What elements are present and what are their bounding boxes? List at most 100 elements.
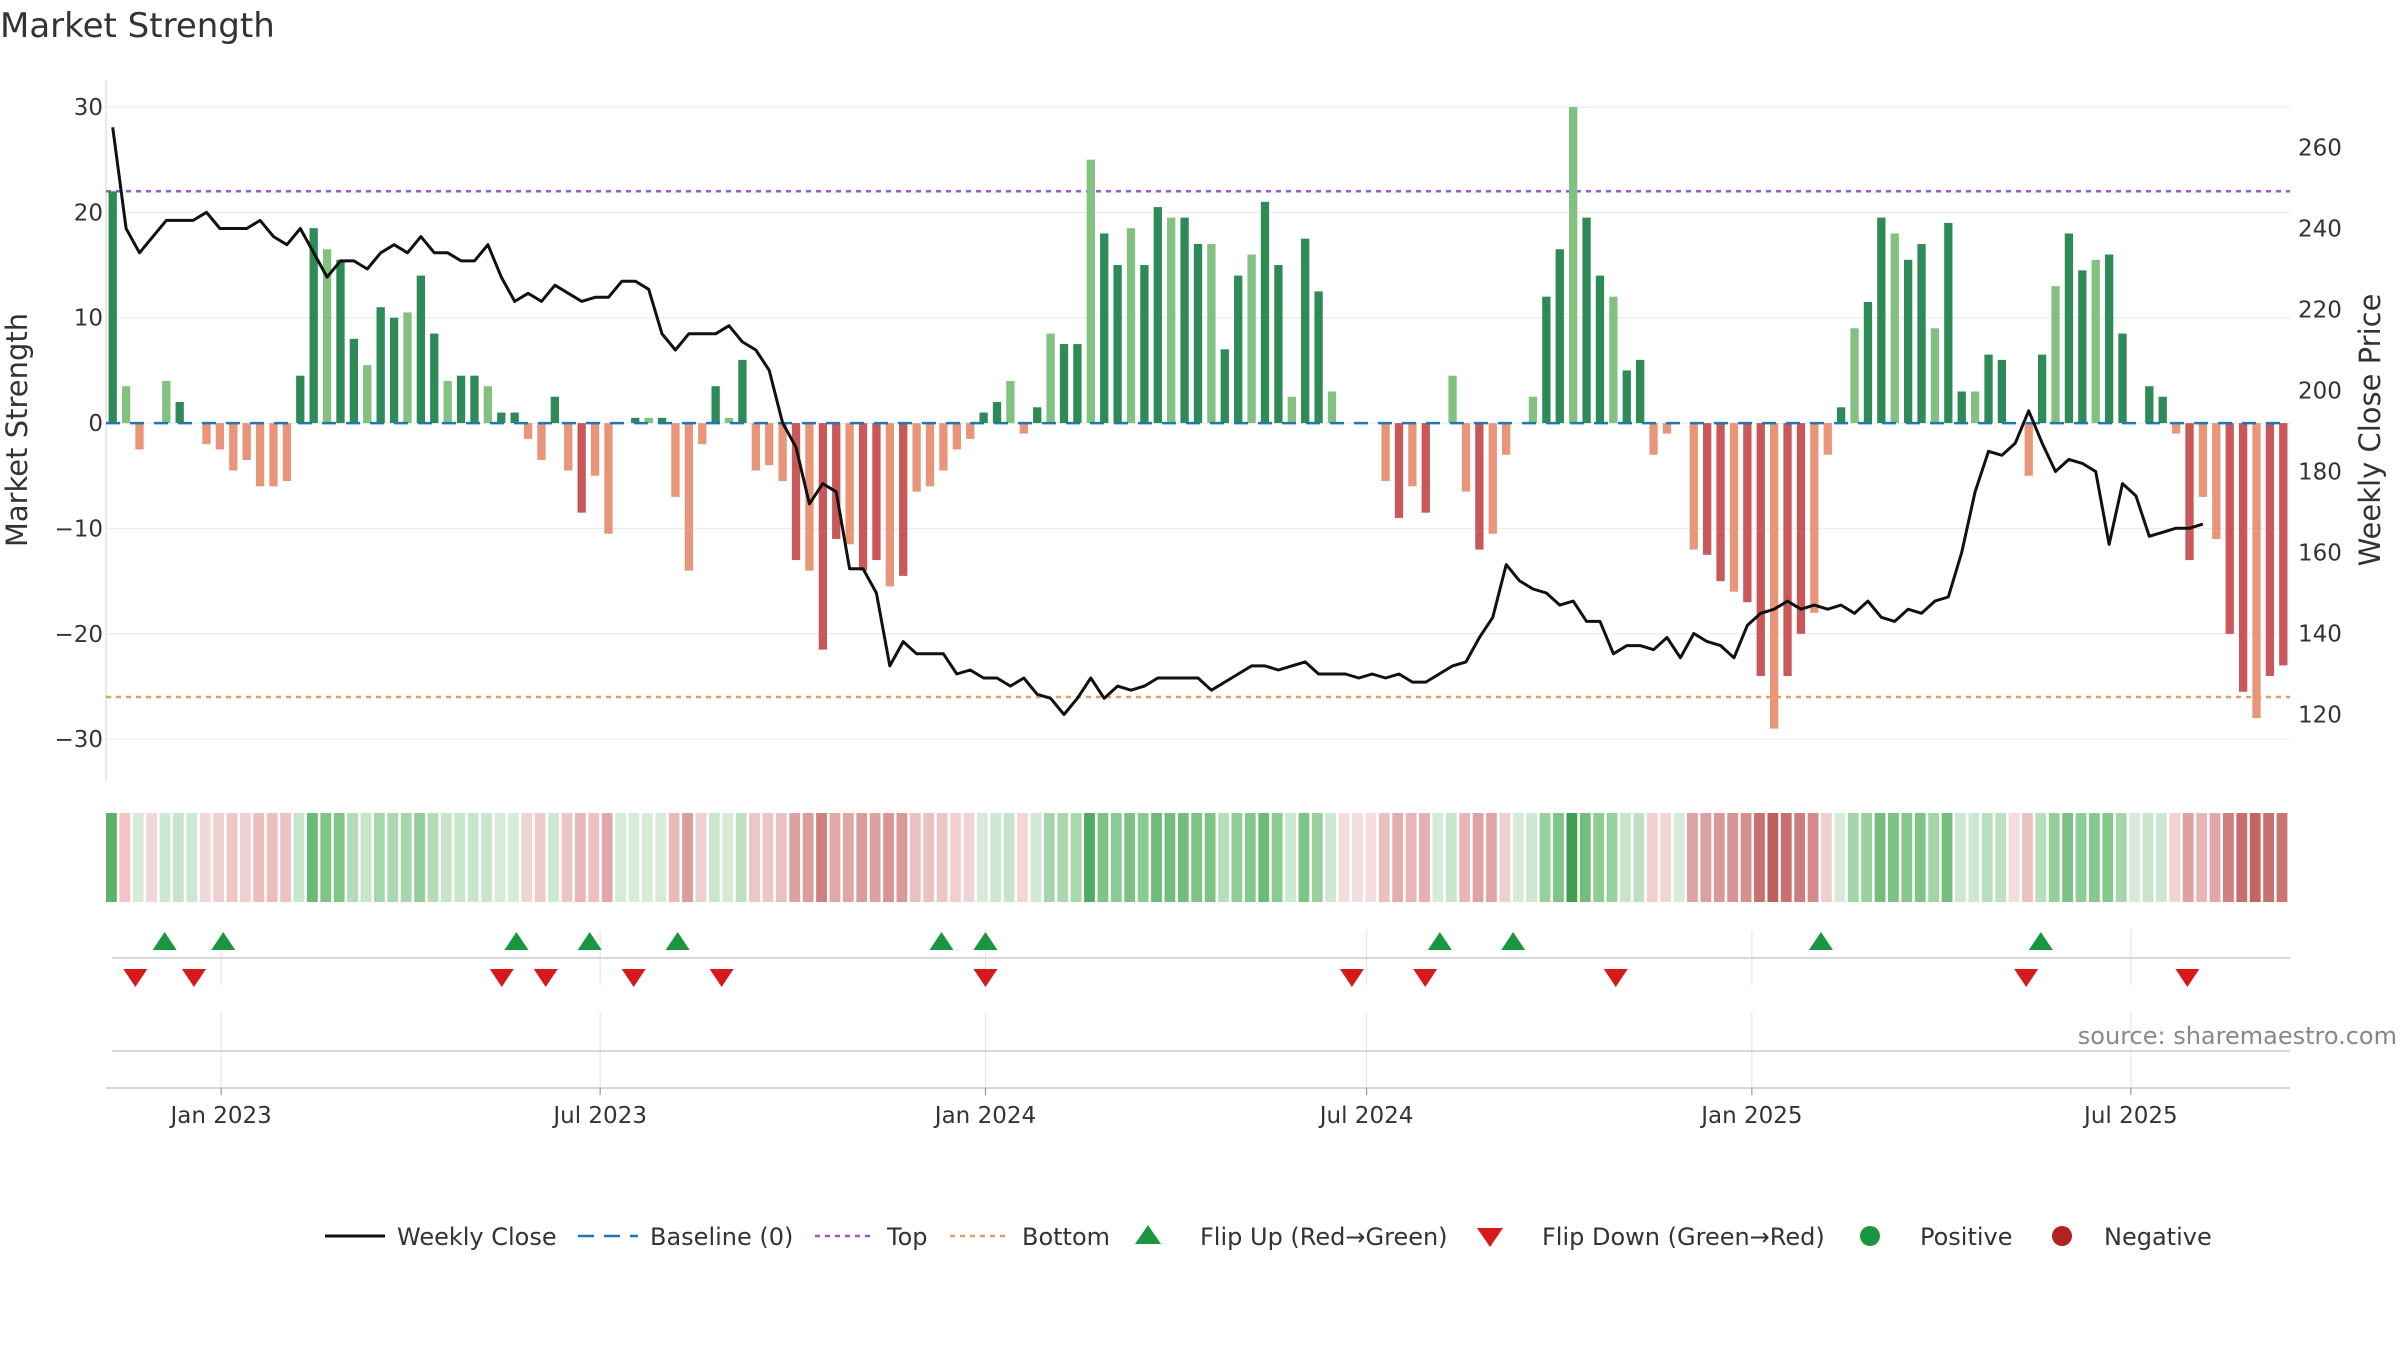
strength-bar	[1408, 423, 1417, 487]
strip-cell	[1124, 813, 1136, 902]
strength-bar	[805, 423, 814, 571]
strip-cell	[909, 813, 921, 902]
source-credit: source: sharemaestro.com	[2077, 1022, 2397, 1050]
strength-bar	[1944, 222, 1953, 424]
strip-cell	[2156, 813, 2167, 902]
x-tick-label: Jul 2025	[2082, 1103, 2178, 1129]
flip-down-marker	[621, 969, 646, 987]
strip-cell	[628, 813, 640, 902]
legend-label: Flip Up (Red→Green)	[1200, 1223, 1448, 1251]
strip-cell	[1512, 813, 1524, 902]
strength-bar	[1702, 423, 1712, 555]
strength-bar	[1850, 328, 1859, 424]
strip-cell	[1539, 813, 1551, 902]
strip-cell	[119, 813, 131, 902]
strip-cell	[641, 813, 653, 902]
strength-bar	[2238, 423, 2248, 692]
strength-bar	[1863, 301, 1873, 424]
strip-cell	[722, 813, 734, 902]
strip-cell	[668, 813, 680, 902]
strength-bar	[1113, 265, 1122, 424]
strip-cell	[494, 813, 506, 902]
strength-bar	[336, 259, 345, 424]
strip-cell	[1204, 813, 1216, 902]
legend-label: Negative	[2104, 1223, 2212, 1251]
strength-bar	[2104, 254, 2114, 424]
strip-cell	[1151, 813, 1162, 902]
strength-bar	[322, 249, 332, 424]
strength-bar	[1314, 291, 1323, 424]
strip-cell	[440, 813, 452, 902]
strip-cell	[454, 813, 466, 902]
flip-down-marker	[1413, 969, 1438, 987]
y2-tick-label: 160	[2298, 541, 2342, 567]
strength-bar	[1528, 396, 1538, 424]
strength-bar	[242, 423, 251, 460]
strength-bar	[1220, 349, 1229, 424]
strength-bar	[966, 423, 975, 439]
strength-bar	[1569, 107, 1578, 424]
y2-tick-label: 260	[2298, 136, 2342, 162]
strength-bar	[376, 307, 385, 424]
strength-bar	[2118, 333, 2127, 424]
strip-cell	[789, 813, 801, 902]
grid	[105, 80, 2290, 780]
strip-cell	[829, 813, 841, 902]
flip-down-marker	[2175, 969, 2200, 987]
flip-up-marker	[1427, 932, 1452, 950]
strength-bar	[1448, 375, 1457, 424]
strength-bar	[1890, 233, 1899, 424]
strip-cell	[1392, 813, 1404, 902]
strength-bar	[912, 423, 921, 492]
strength-bar	[577, 423, 586, 513]
strip-cell	[1459, 813, 1471, 902]
y2-tick-label: 200	[2298, 379, 2342, 405]
strength-bar	[671, 423, 680, 497]
flip-down-marker	[1603, 969, 1628, 987]
legend-label: Positive	[1920, 1223, 2013, 1251]
strip-cell	[2276, 813, 2288, 902]
strip-cell	[1713, 813, 1725, 902]
strip-cell	[2169, 813, 2181, 902]
strength-bar	[698, 423, 707, 445]
strength-bar	[1930, 328, 1940, 424]
strip-cell	[1405, 813, 1417, 902]
strength-bar	[2198, 423, 2208, 497]
strength-bar	[269, 423, 278, 487]
strength-bar	[1100, 233, 1109, 424]
strip-cell	[2048, 813, 2060, 902]
flip-up-marker	[2028, 932, 2053, 950]
strip-cell	[373, 813, 385, 902]
y-tick-label: 10	[74, 306, 103, 332]
strength-bar	[108, 191, 117, 424]
flip-down-marker	[1339, 969, 1364, 987]
strength-bar	[162, 380, 171, 424]
strip-cell	[1874, 813, 1886, 902]
flip-down-marker	[709, 969, 734, 987]
strength-bar	[1153, 207, 1162, 424]
strength-bar	[1140, 265, 1149, 424]
strength-bar	[778, 423, 787, 482]
strip-cell	[266, 813, 278, 902]
strip-cell	[1311, 813, 1323, 902]
strength-bar	[1810, 423, 1819, 613]
strip-cell	[588, 813, 600, 902]
strip-cell	[1057, 813, 1069, 902]
strip-cell	[2062, 813, 2074, 902]
strip-cell	[883, 813, 894, 902]
strip-cell	[1526, 813, 1538, 902]
strength-bar	[363, 365, 372, 424]
strip-cell	[400, 813, 412, 902]
strip-cell	[950, 813, 961, 902]
strength-bar	[1193, 243, 1203, 424]
y2-tick-label: 180	[2298, 460, 2342, 486]
strength-bar	[1274, 265, 1283, 424]
strip-cell	[735, 813, 747, 902]
strength-bar	[135, 423, 144, 450]
strip-cell	[1941, 813, 1953, 902]
strip-cell	[226, 813, 238, 902]
flip-up-marker	[929, 932, 954, 950]
y-tick-label: −20	[54, 622, 103, 648]
strip-cell	[1285, 813, 1296, 902]
strength-bar	[1502, 423, 1511, 455]
